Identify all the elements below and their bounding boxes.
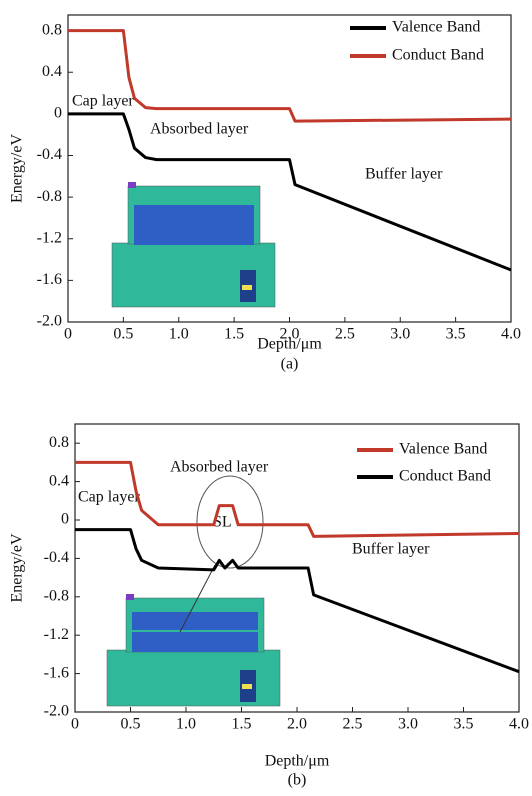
y-tick-label: -1.2 bbox=[44, 626, 69, 643]
x-tick-label: 0.5 bbox=[113, 326, 133, 343]
y-tick-label: 0.4 bbox=[42, 63, 62, 80]
x-tick-label: 3.0 bbox=[398, 716, 418, 733]
y-tick-label: -0.8 bbox=[44, 587, 69, 604]
x-axis-label: Depth/μm bbox=[257, 336, 322, 353]
x-tick-label: 4.0 bbox=[501, 326, 521, 343]
y-tick-label: 0.8 bbox=[49, 434, 69, 451]
y-tick-label: 0 bbox=[61, 511, 69, 528]
series-line bbox=[75, 460, 520, 538]
series-line bbox=[68, 112, 512, 272]
annotation: SL bbox=[213, 514, 232, 531]
annotation: Cap layer bbox=[72, 93, 134, 110]
y-tick-label: -0.4 bbox=[44, 549, 69, 566]
y-tick-label: -2.0 bbox=[44, 703, 69, 720]
x-tick-label: 3.0 bbox=[390, 326, 410, 343]
x-tick-label: 2.5 bbox=[343, 716, 363, 733]
y-tick-label: -0.4 bbox=[37, 146, 62, 163]
series-line bbox=[68, 29, 512, 123]
annotation: Cap layer bbox=[78, 489, 140, 506]
caption: (b) bbox=[288, 772, 307, 789]
y-tick-label: 0.4 bbox=[49, 472, 69, 489]
annotation: Buffer layer bbox=[365, 166, 443, 183]
x-tick-label: 2.0 bbox=[287, 716, 307, 733]
y-tick-label: 0.8 bbox=[42, 21, 62, 38]
device-inset bbox=[111, 182, 276, 308]
series-line bbox=[75, 528, 520, 674]
x-tick-label: 3.5 bbox=[446, 326, 466, 343]
x-tick-label: 2.0 bbox=[280, 326, 300, 343]
x-tick-label: 0 bbox=[71, 716, 79, 733]
y-tick-label: -1.6 bbox=[37, 271, 62, 288]
x-tick-label: 1.0 bbox=[169, 326, 189, 343]
annotation: Absorbed layer bbox=[170, 459, 269, 476]
annotation: Absorbed layer bbox=[150, 121, 249, 138]
x-tick-label: 4.0 bbox=[509, 716, 529, 733]
legend-label: Valence Band bbox=[399, 441, 487, 458]
y-tick-label: -2.0 bbox=[37, 313, 62, 330]
y-tick-label: -0.8 bbox=[37, 188, 62, 205]
x-tick-label: 1.5 bbox=[224, 326, 244, 343]
y-axis-label: Energy/eV bbox=[9, 533, 26, 602]
x-tick-label: 0.5 bbox=[121, 716, 141, 733]
y-tick-label: -1.6 bbox=[44, 664, 69, 681]
annotation: Buffer layer bbox=[352, 541, 430, 558]
x-axis-label: Depth/μm bbox=[265, 753, 330, 770]
y-tick-label: -1.2 bbox=[37, 229, 62, 246]
x-tick-label: 3.5 bbox=[454, 716, 474, 733]
y-tick-label: 0 bbox=[54, 105, 62, 122]
x-tick-label: 1.0 bbox=[176, 716, 196, 733]
caption: (a) bbox=[281, 356, 299, 373]
legend-label: Valence Band bbox=[392, 19, 480, 36]
x-tick-label: 2.5 bbox=[335, 326, 355, 343]
x-tick-label: 1.5 bbox=[232, 716, 252, 733]
device-inset bbox=[106, 475, 281, 707]
y-axis-label: Energy/eV bbox=[9, 134, 26, 203]
legend-label: Conduct Band bbox=[392, 47, 484, 64]
legend-label: Conduct Band bbox=[399, 468, 491, 485]
x-tick-label: 0 bbox=[64, 326, 72, 343]
